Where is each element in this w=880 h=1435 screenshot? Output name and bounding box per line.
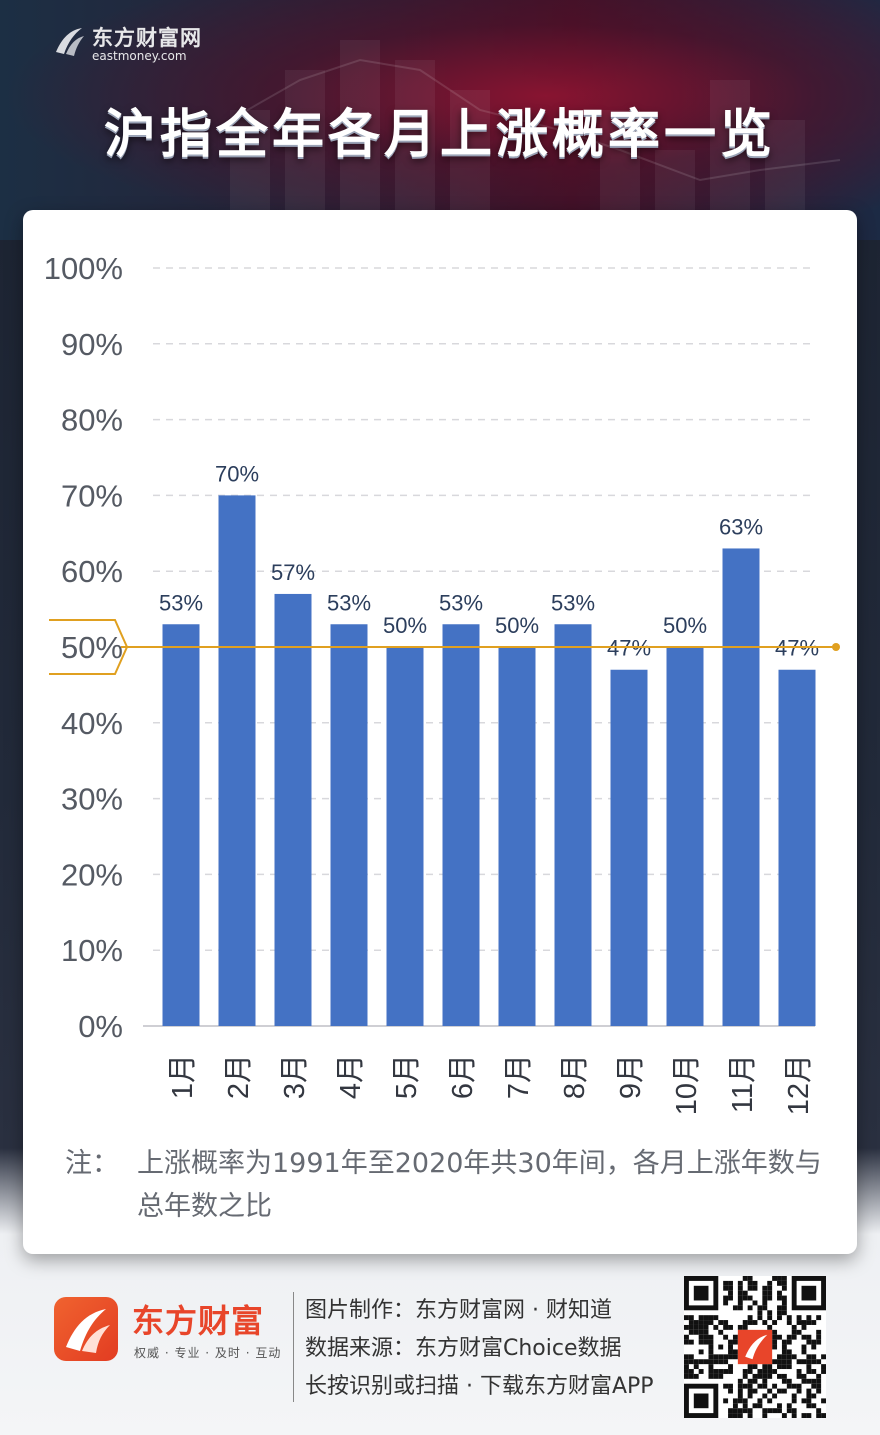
- bar-value-label: 47%: [775, 636, 819, 661]
- x-category-label: 5月: [391, 1054, 423, 1099]
- bar: [442, 624, 480, 1026]
- footer: 东方财富 权威 · 专业 · 及时 · 互动 图片制作：东方财富网 · 财知道 …: [0, 1270, 880, 1435]
- y-tick-label: 10%: [61, 933, 123, 968]
- x-category-label: 7月: [503, 1054, 535, 1099]
- y-tick-label: 50%: [61, 630, 123, 665]
- x-category-label: 8月: [559, 1054, 591, 1099]
- y-tick-label: 90%: [61, 327, 123, 362]
- x-category-label: 11月: [727, 1054, 759, 1113]
- header-banner: 东方财富网 eastmoney.com 沪指全年各月上涨概率一览: [0, 0, 880, 240]
- page-title: 沪指全年各月上涨概率一览: [103, 104, 776, 165]
- bar-value-label: 63%: [719, 514, 763, 539]
- bar: [610, 669, 648, 1026]
- bar: [330, 624, 368, 1026]
- bar-chart: 0% 10% 20% 30% 40% 50% 60% 70% 80% 90% 100% 53% 1月 70…: [44, 251, 840, 1115]
- x-category-label: 1月: [167, 1054, 199, 1099]
- bar: [274, 593, 312, 1026]
- note-text: 上涨概率为1991年至2020年共30年间，各月上涨年数与总年数之比: [137, 1148, 822, 1222]
- chart-note: 注： 上涨概率为1991年至2020年共30年间，各月上涨年数与总年数之比: [65, 1142, 825, 1228]
- logo-cn-text: 东方财富网: [92, 26, 202, 50]
- bar: [162, 624, 200, 1026]
- logo-en-text: eastmoney.com: [92, 49, 187, 63]
- credit-line-download[interactable]: 长按识别或扫描 · 下载东方财富APP: [305, 1374, 654, 1399]
- bar: [218, 495, 256, 1026]
- brand-slogan: 权威 · 专业 · 及时 · 互动: [134, 1346, 282, 1360]
- bar-value-label: 50%: [383, 613, 427, 638]
- x-category-label: 12月: [783, 1054, 815, 1115]
- reference-line-end-dot: [832, 643, 840, 651]
- brand-name: 东方财富: [132, 1302, 265, 1340]
- y-tick-label: 100%: [44, 251, 123, 286]
- y-tick-label: 40%: [61, 706, 123, 741]
- qr-code[interactable]: [684, 1276, 826, 1418]
- eastmoney-app-icon: [54, 1297, 118, 1361]
- bar: [722, 548, 760, 1026]
- bar: [778, 669, 816, 1026]
- chart-card: 0% 10% 20% 30% 40% 50% 60% 70% 80% 90% 100% 53% 1月 70…: [23, 210, 857, 1254]
- x-category-label: 10月: [671, 1054, 703, 1115]
- y-tick-label: 20%: [61, 857, 123, 892]
- bar-value-label: 50%: [495, 613, 539, 638]
- note-label: 注：: [65, 1148, 119, 1179]
- y-tick-label: 0%: [78, 1009, 123, 1044]
- x-category-label: 9月: [615, 1054, 647, 1099]
- bar: [666, 647, 704, 1026]
- footer-credits: 图片制作：东方财富网 · 财知道 数据来源：东方财富Choice数据 长按识别或…: [305, 1292, 654, 1406]
- eastmoney-logo-icon: [56, 28, 84, 56]
- bar: [554, 624, 592, 1026]
- bar-value-label: 53%: [439, 590, 483, 615]
- y-tick-label: 60%: [61, 554, 123, 589]
- bar-value-label: 47%: [607, 636, 651, 661]
- x-category-label: 3月: [279, 1054, 311, 1099]
- x-category-label: 6月: [447, 1054, 479, 1099]
- credit-line-maker: 图片制作：东方财富网 · 财知道: [305, 1298, 612, 1323]
- x-category-label: 4月: [335, 1054, 367, 1099]
- credit-line-source: 数据来源：东方财富Choice数据: [305, 1336, 622, 1361]
- footer-divider: [293, 1292, 294, 1402]
- reference-label-frame: [49, 619, 129, 675]
- bar-value-label: 53%: [159, 590, 203, 615]
- y-tick-label: 30%: [61, 782, 123, 817]
- bar-value-label: 50%: [663, 613, 707, 638]
- bar-value-label: 53%: [551, 590, 595, 615]
- y-tick-label: 80%: [61, 403, 123, 438]
- bar-value-label: 70%: [215, 461, 259, 486]
- x-category-label: 2月: [223, 1054, 255, 1099]
- bar-value-label: 57%: [271, 560, 315, 585]
- bar: [498, 647, 536, 1026]
- bar-value-label: 53%: [327, 590, 371, 615]
- bar: [386, 647, 424, 1026]
- y-tick-label: 70%: [61, 478, 123, 513]
